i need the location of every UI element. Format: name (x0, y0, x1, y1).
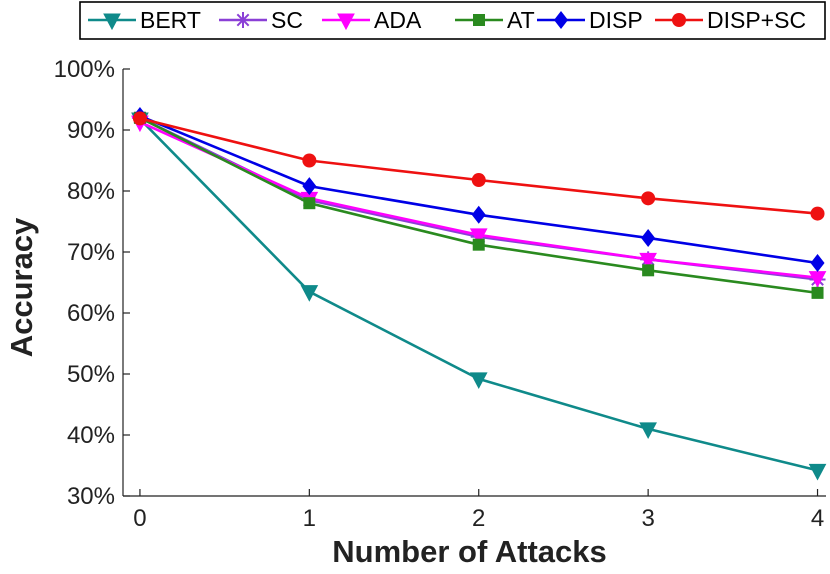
series-line (139, 116, 818, 281)
data-point (810, 206, 825, 221)
series-layer (131, 106, 827, 481)
x-tick-label: 3 (641, 505, 654, 532)
legend-label: ADA (374, 7, 422, 33)
data-point (639, 252, 657, 270)
data-point (811, 286, 824, 299)
legend-entry: ADA (322, 7, 422, 33)
data-point (641, 228, 656, 247)
data-point (642, 264, 655, 277)
y-tick-label: 90% (67, 117, 115, 144)
data-point (302, 177, 317, 196)
data-point (469, 228, 488, 245)
data-point (808, 463, 827, 481)
y-tick-label: 100% (54, 56, 115, 83)
legend-label: DISP (589, 7, 643, 33)
data-point (639, 422, 657, 439)
legend-swatch-marker (554, 11, 568, 29)
data-point (810, 253, 825, 272)
y-tick-label: 40% (67, 422, 115, 449)
y-tick-label: 50% (67, 361, 115, 388)
series-line (139, 118, 818, 472)
data-point (469, 372, 488, 389)
y-tick-label: 80% (67, 178, 115, 205)
data-point (471, 205, 486, 224)
legend: BERT SC ADA AT DISP DISP+SC (79, 1, 826, 40)
y-tick-label: 60% (67, 300, 115, 327)
series-sc (131, 109, 826, 288)
legend-swatch-marker (672, 13, 686, 27)
data-point (472, 238, 485, 251)
legend-swatch-marker (235, 12, 251, 28)
legend-swatch-marker (103, 13, 121, 31)
series-line (139, 120, 818, 279)
legend-label: AT (507, 7, 535, 33)
x-tick-label: 4 (811, 505, 824, 532)
x-axis-title: Number of Attacks (332, 534, 606, 569)
legend-entry: AT (455, 7, 535, 33)
x-tick-label: 2 (472, 505, 485, 532)
y-axis-title: Accuracy (4, 217, 39, 357)
series-bert (131, 112, 827, 481)
legend-swatch-marker (337, 13, 355, 31)
data-point (641, 191, 656, 206)
legend-label: SC (271, 7, 303, 33)
y-tick-label: 70% (67, 239, 115, 266)
data-point (471, 173, 486, 188)
legend-entry: DISP (537, 7, 643, 33)
x-tick-label: 1 (303, 505, 316, 532)
axes: 30% 40% 50% 60% 70% 80% 90% 100% 0 1 2 3 4 (54, 56, 826, 532)
data-point (303, 197, 316, 210)
legend-label: BERT (140, 7, 201, 33)
legend-entry: DISP+SC (655, 7, 806, 33)
y-tick-label: 30% (67, 483, 115, 510)
data-point (302, 153, 317, 168)
data-point (300, 285, 319, 302)
series-disp-sc (132, 111, 825, 221)
legend-swatch-marker (473, 14, 485, 26)
x-tick-label: 0 (133, 505, 146, 532)
legend-entry: BERT (88, 7, 201, 33)
data-point (132, 111, 147, 126)
legend-label: DISP+SC (707, 7, 806, 33)
legend-entry: SC (219, 7, 303, 33)
